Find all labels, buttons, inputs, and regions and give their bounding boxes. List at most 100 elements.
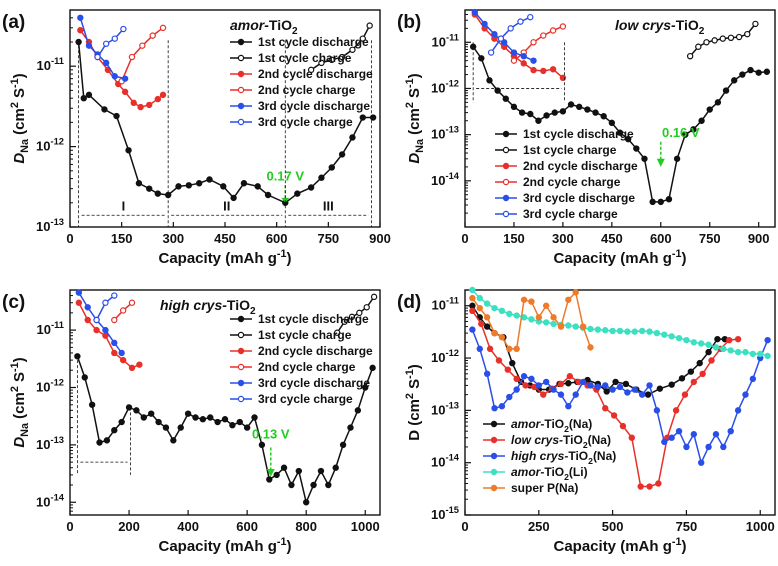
data-point bbox=[657, 198, 664, 206]
data-point bbox=[631, 386, 638, 393]
data-point bbox=[540, 391, 547, 398]
legend-item: low crys-TiO2(Na) bbox=[483, 433, 611, 450]
series-line bbox=[96, 28, 124, 58]
y-tick-label: 10-14 bbox=[431, 453, 460, 470]
legend-marker bbox=[237, 379, 245, 387]
legend-marker bbox=[502, 146, 510, 154]
data-point bbox=[155, 418, 162, 426]
data-point bbox=[559, 23, 567, 30]
legend-marker bbox=[237, 315, 245, 323]
data-point bbox=[111, 73, 118, 80]
data-point bbox=[243, 424, 251, 431]
legend-item: 2nd cycle charge bbox=[495, 175, 621, 189]
y-tick-label: 10-15 bbox=[431, 505, 459, 522]
data-point bbox=[495, 357, 503, 364]
data-point bbox=[469, 286, 476, 294]
data-point bbox=[665, 195, 673, 203]
panel-d: 0 250 500 750 1000 10-15 10-14 10-13 10-12 10-11 C… bbox=[397, 286, 776, 555]
data-point bbox=[699, 370, 706, 378]
y-axis-label: DNa (cm2 S-1) bbox=[9, 357, 31, 447]
data-point bbox=[80, 94, 87, 102]
series-line bbox=[120, 27, 164, 82]
x-tick-label: 400 bbox=[177, 519, 199, 534]
data-point bbox=[579, 323, 587, 330]
data-point bbox=[154, 190, 162, 197]
y-tick-label: 10-11 bbox=[37, 56, 64, 73]
voltage-annotation: 0.16 V bbox=[662, 125, 700, 140]
data-point bbox=[491, 405, 498, 412]
data-point bbox=[742, 348, 749, 356]
data-point bbox=[102, 326, 109, 334]
y-tick-label: 10-11 bbox=[432, 296, 459, 313]
data-point bbox=[695, 43, 702, 50]
data-point bbox=[637, 483, 644, 490]
data-point bbox=[755, 69, 762, 76]
x-tick-label: 0 bbox=[66, 519, 73, 534]
data-point bbox=[661, 331, 668, 338]
data-point bbox=[641, 155, 648, 162]
data-point bbox=[714, 335, 721, 343]
data-point bbox=[328, 56, 335, 64]
data-point bbox=[258, 441, 266, 449]
data-point bbox=[338, 53, 346, 61]
legend-label: 3rd cycle charge bbox=[523, 207, 618, 221]
data-point bbox=[594, 326, 602, 333]
legend-item: 3rd cycle discharge bbox=[230, 99, 370, 113]
data-point bbox=[602, 405, 609, 412]
x-tick-label: 900 bbox=[748, 231, 770, 246]
data-point bbox=[675, 334, 683, 342]
voltage-arrowhead bbox=[266, 468, 275, 477]
data-point bbox=[520, 296, 528, 303]
x-tick-label: 300 bbox=[552, 231, 574, 246]
data-point bbox=[147, 410, 155, 417]
data-point bbox=[616, 129, 624, 136]
data-point bbox=[483, 314, 491, 321]
legend-label: low crys-TiO2(Na) bbox=[511, 433, 611, 450]
data-point bbox=[149, 32, 156, 39]
legend-label: 3rd cycle discharge bbox=[523, 191, 635, 205]
legend-label: 2nd cycle discharge bbox=[258, 344, 373, 358]
series-2nd-cycle-charge bbox=[111, 299, 136, 324]
data-point bbox=[251, 414, 258, 421]
x-tick-label: 600 bbox=[236, 519, 258, 534]
data-point bbox=[520, 60, 527, 67]
data-point bbox=[550, 386, 557, 393]
data-point bbox=[633, 145, 640, 152]
plot-frame bbox=[464, 289, 776, 516]
series-2nd-cycle-charge bbox=[118, 24, 167, 85]
data-point bbox=[221, 416, 229, 423]
data-point bbox=[551, 109, 558, 116]
data-point bbox=[230, 194, 237, 202]
data-point bbox=[94, 53, 101, 61]
x-tick-label: 0 bbox=[461, 231, 468, 246]
series-line bbox=[95, 294, 115, 321]
y-tick-label: 10-13 bbox=[36, 217, 64, 234]
data-point bbox=[483, 300, 491, 307]
data-point bbox=[683, 443, 690, 451]
data-point bbox=[75, 299, 83, 306]
data-point bbox=[111, 339, 118, 347]
y-axis-label: DNa (cm2 S-1) bbox=[9, 73, 31, 163]
data-point bbox=[624, 328, 631, 335]
legend-item: 2nd cycle discharge bbox=[230, 344, 373, 358]
data-point bbox=[675, 427, 683, 435]
panel-title: high crys-TiO2 bbox=[160, 297, 256, 317]
x-tick-label: 0 bbox=[461, 519, 468, 534]
data-point bbox=[764, 352, 771, 360]
data-point bbox=[506, 345, 513, 353]
data-point bbox=[137, 103, 144, 111]
legend-marker bbox=[490, 420, 498, 428]
x-tick-label: 600 bbox=[650, 231, 672, 246]
data-point bbox=[565, 403, 572, 410]
legend-item: amor-TiO2(Na) bbox=[483, 417, 592, 434]
data-point bbox=[540, 67, 547, 75]
data-point bbox=[366, 22, 373, 29]
data-point bbox=[727, 347, 734, 354]
data-point bbox=[549, 66, 557, 73]
data-point bbox=[469, 307, 476, 315]
data-point bbox=[111, 427, 118, 434]
legend-item: 3rd cycle discharge bbox=[230, 376, 370, 390]
data-point bbox=[294, 190, 301, 197]
data-point bbox=[706, 106, 713, 113]
data-point bbox=[697, 459, 705, 466]
